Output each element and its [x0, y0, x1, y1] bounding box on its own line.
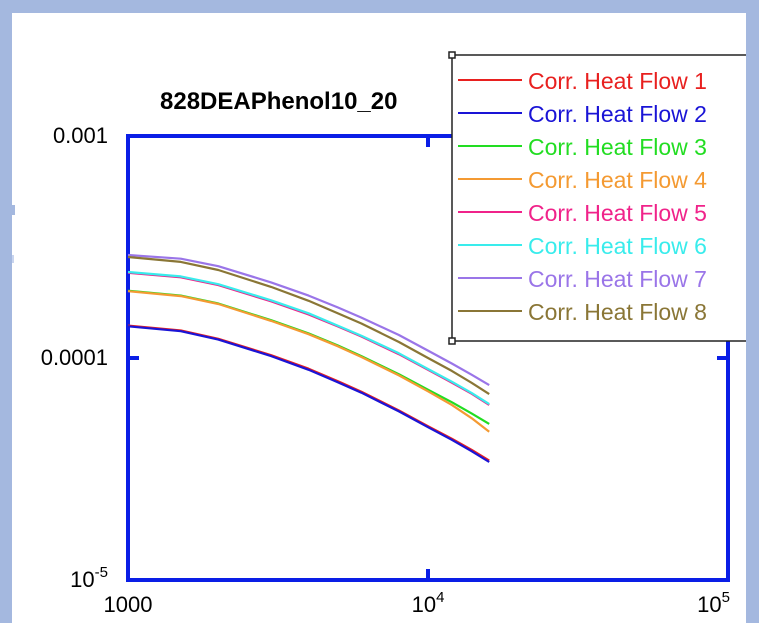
- legend-label-7: Corr. Heat Flow 7: [528, 266, 707, 292]
- legend-box: [451, 54, 759, 342]
- series-line-7: [127, 253, 490, 387]
- legend-label-4: Corr. Heat Flow 4: [528, 167, 707, 193]
- series-line-4: [127, 290, 490, 433]
- legend-label-1: Corr. Heat Flow 1: [528, 68, 707, 94]
- legend-resize-handle[interactable]: [448, 51, 456, 59]
- series-line-2: [127, 325, 490, 463]
- series-line-6: [127, 270, 490, 406]
- window-frame-top: [0, 0, 759, 13]
- legend-label-8: Corr. Heat Flow 8: [528, 299, 707, 325]
- legend[interactable]: Corr. Heat Flow 1 Corr. Heat Flow 2 Corr. …: [448, 0, 759, 623]
- window-frame-left: [0, 0, 12, 623]
- y-tick-label: 0.0001: [41, 345, 108, 370]
- y-tick-label: 0.001: [53, 123, 108, 148]
- legend-label-5: Corr. Heat Flow 5: [528, 200, 707, 226]
- x-tick-label: 1000: [104, 592, 153, 617]
- legend-label-3: Corr. Heat Flow 3: [528, 134, 707, 160]
- series-line-8: [127, 255, 490, 396]
- chart-title: 828DEAPhenol10_20: [160, 88, 397, 115]
- legend-resize-handle[interactable]: [448, 337, 456, 345]
- window-frame-right-overlay: [746, 0, 759, 623]
- left-edge-marker-1: [12, 205, 15, 215]
- legend-label-2: Corr. Heat Flow 2: [528, 101, 707, 127]
- left-edge-marker-2: [12, 255, 14, 263]
- legend-label-6: Corr. Heat Flow 6: [528, 233, 707, 259]
